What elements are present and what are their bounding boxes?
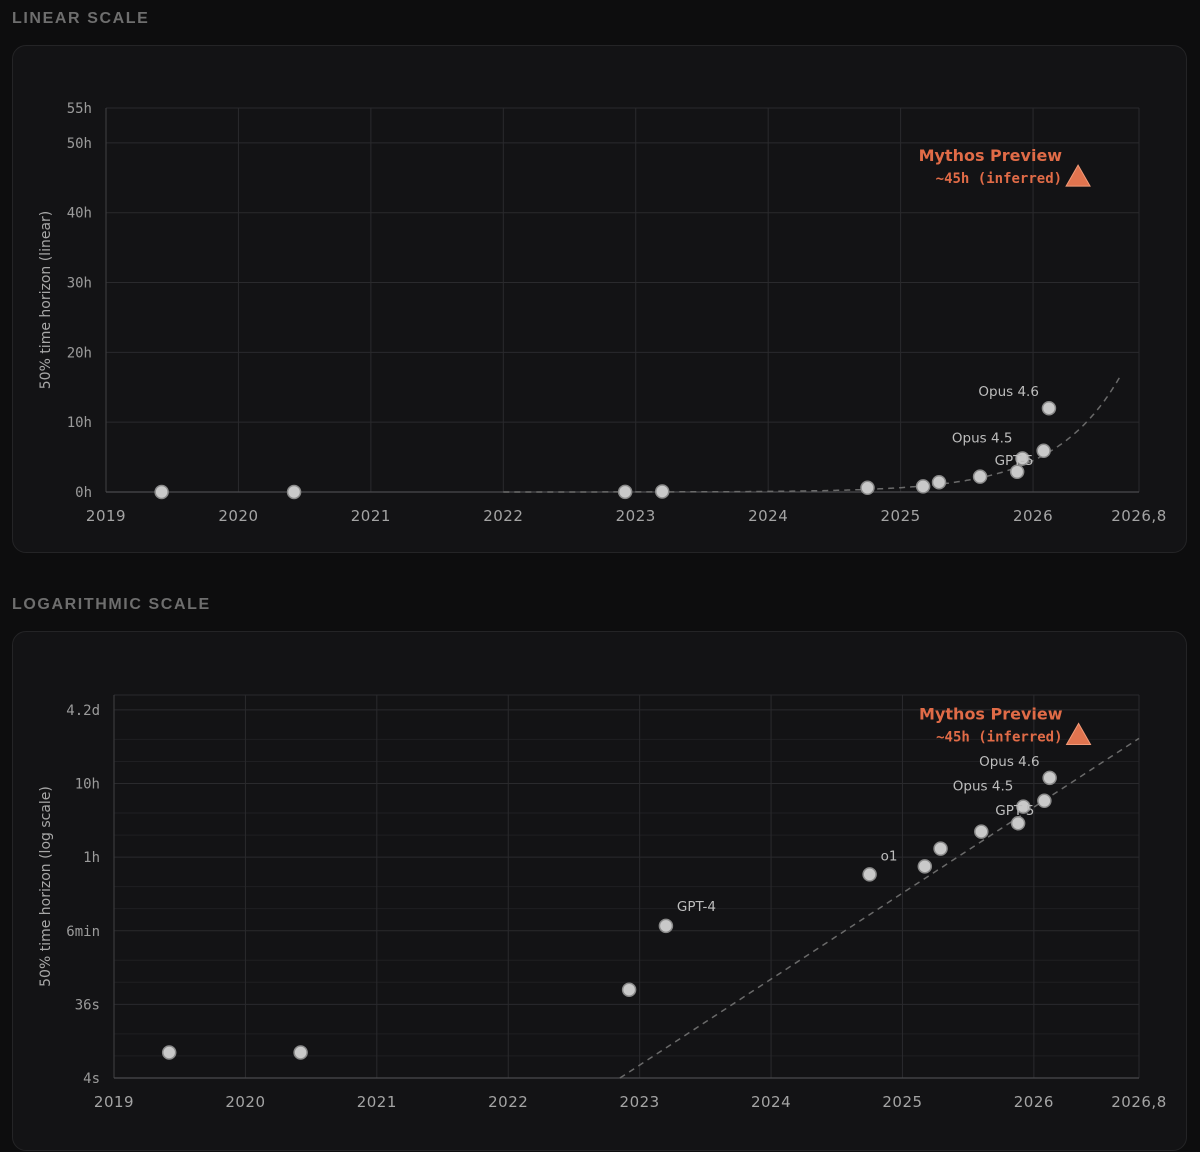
data-point xyxy=(1015,451,1030,466)
x-tick-label: 2019 xyxy=(94,1093,134,1111)
data-point xyxy=(654,484,670,499)
data-point-label: GPT-4 xyxy=(677,899,716,915)
x-tick-label: 2022 xyxy=(483,507,523,525)
data-point-label: Opus 4.6 xyxy=(978,384,1039,400)
log-section-title: LOGARITHMIC SCALE xyxy=(12,596,211,613)
data-point-label: Opus 4.5 xyxy=(953,779,1014,795)
linear-chart-panel: 0h 10h 20h 30h 40h 50h 55h 2019 2020 2021 2022 2023… xyxy=(12,45,1187,553)
x-tick-label: 2023 xyxy=(620,1093,660,1111)
data-point xyxy=(860,480,875,496)
x-tick-label: 2019 xyxy=(86,507,126,525)
data-point xyxy=(293,1045,308,1060)
data-point xyxy=(1036,443,1051,459)
y-tick-label: 0h xyxy=(75,485,92,501)
data-point-label: GPT-5 xyxy=(995,803,1034,819)
log-chart: 4s 36s 6min 1h 10h 4.2d 2019 2020 2021 2022 2023 20… xyxy=(38,694,1167,1111)
data-point xyxy=(1041,400,1057,416)
data-point xyxy=(658,918,674,934)
data-point xyxy=(917,859,933,874)
x-tick-label: 2025 xyxy=(881,507,921,525)
linear-chart: 0h 10h 20h 30h 40h 50h 55h 2019 2020 2021 2022 2023… xyxy=(38,101,1167,525)
data-point-label: GPT-5 xyxy=(995,453,1034,469)
x-tick-label: 2026 xyxy=(1013,507,1053,525)
y-tick-label: 55h xyxy=(67,101,92,117)
y-tick-label: 6min xyxy=(66,924,100,940)
linear-section-title: LINEAR SCALE xyxy=(12,10,150,27)
y-tick-label: 20h xyxy=(67,345,92,361)
mythos-triangle-marker xyxy=(1065,164,1091,187)
data-point xyxy=(974,824,989,839)
x-tick-label: 2026,8 xyxy=(1111,507,1167,525)
data-point xyxy=(617,484,633,500)
y-tick-label: 4s xyxy=(83,1071,100,1087)
y-tick-label: 40h xyxy=(67,206,92,222)
y-tick-label: 4.2d xyxy=(66,703,100,719)
y-tick-label: 10h xyxy=(67,415,92,431)
x-tick-label: 2020 xyxy=(218,507,258,525)
y-axis-title: 50% time horizon (linear) xyxy=(38,211,54,390)
data-point xyxy=(1009,464,1025,480)
mythos-triangle-marker xyxy=(1065,722,1092,745)
y-tick-label: 1h xyxy=(83,850,100,866)
data-point xyxy=(931,474,947,490)
data-point-label: Opus 4.6 xyxy=(979,754,1040,770)
data-point xyxy=(154,484,169,500)
data-point xyxy=(1010,815,1026,831)
data-point xyxy=(862,867,877,882)
mythos-name-label: Mythos Preview xyxy=(919,146,1063,165)
x-tick-label: 2021 xyxy=(351,507,391,525)
data-point xyxy=(161,1045,177,1060)
mythos-name-label: Mythos Preview xyxy=(919,704,1063,723)
y-axis-title: 50% time horizon (log scale) xyxy=(38,786,54,987)
x-tick-label: 2024 xyxy=(748,507,788,525)
mythos-sub-label: ~45h (inferred) xyxy=(936,729,1062,745)
x-tick-label: 2023 xyxy=(616,507,656,525)
x-tick-label: 2024 xyxy=(751,1093,791,1111)
data-point xyxy=(1042,770,1057,786)
data-point xyxy=(1016,799,1031,814)
data-point xyxy=(972,469,988,484)
x-tick-label: 2022 xyxy=(488,1093,528,1111)
x-tick-label: 2026,8 xyxy=(1111,1093,1167,1111)
trend-line xyxy=(503,375,1122,493)
x-tick-label: 2020 xyxy=(225,1093,265,1111)
y-tick-label: 10h xyxy=(75,777,100,793)
log-chart-panel: 4s 36s 6min 1h 10h 4.2d 2019 2020 2021 2022 2023 20… xyxy=(12,631,1187,1151)
data-point xyxy=(1037,793,1052,809)
y-tick-label: 30h xyxy=(67,276,92,292)
y-tick-label: 36s xyxy=(75,997,100,1013)
data-point-label: Opus 4.5 xyxy=(952,430,1013,446)
mythos-sub-label: ~45h (inferred) xyxy=(936,171,1062,187)
x-tick-label: 2025 xyxy=(882,1093,922,1111)
x-tick-label: 2026 xyxy=(1014,1093,1054,1111)
data-point-label: o1 xyxy=(881,848,898,864)
data-point xyxy=(915,479,931,494)
x-tick-label: 2021 xyxy=(357,1093,397,1111)
data-point xyxy=(286,484,302,500)
trend-line xyxy=(619,737,1140,1079)
data-point xyxy=(933,841,948,856)
data-point xyxy=(621,982,637,997)
y-tick-label: 50h xyxy=(67,136,92,152)
